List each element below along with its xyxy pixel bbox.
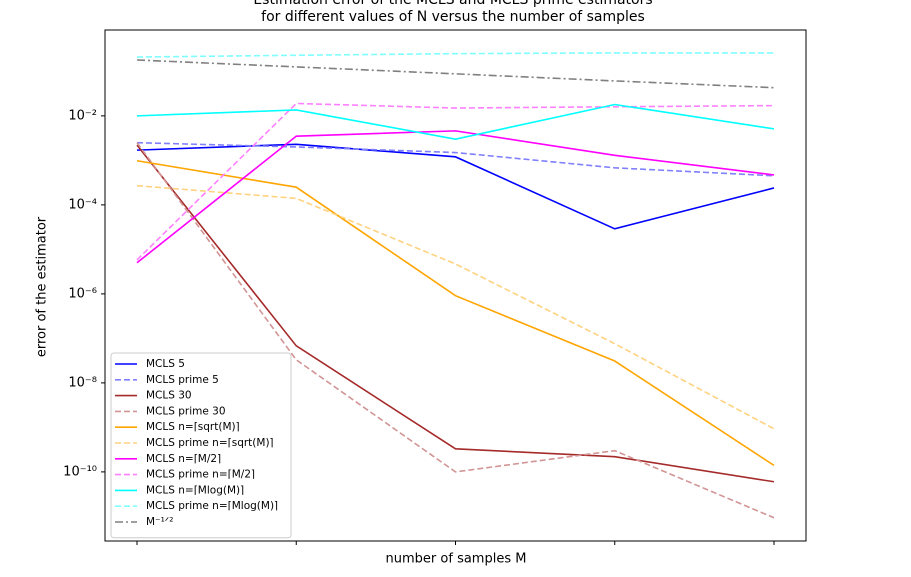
series-line	[136, 141, 775, 177]
y-tick-label: 10⁻¹⁰	[63, 464, 97, 479]
series-line	[136, 130, 775, 264]
chart-title: for different values of N versus the num…	[261, 9, 645, 25]
legend-box	[110, 352, 292, 539]
series-line	[136, 102, 775, 261]
y-tick-label: 10⁻²	[68, 108, 97, 123]
legend-label: M⁻¹ᐟ²	[146, 516, 173, 528]
legend-label: MCLS n=⌈Mlog(M)⌉	[146, 484, 244, 496]
legend-label: MCLS 30	[146, 390, 192, 402]
y-tick-label: 10⁻⁴	[68, 197, 97, 212]
series-line	[136, 142, 775, 519]
legend-label: MCLS prime n=⌈M/2⌉	[146, 469, 255, 481]
legend-label: MCLS prime n=⌈Mlog(M)⌉	[146, 500, 278, 512]
legend-label: MCLS n=⌈sqrt(M)⌉	[146, 421, 240, 433]
legend-label: MCLS n=⌈M/2⌉	[146, 453, 221, 465]
series-line	[136, 52, 774, 58]
series-line	[136, 143, 775, 230]
legend-label: MCLS prime 30	[146, 405, 226, 417]
y-tick-label: 10⁻⁸	[68, 375, 97, 390]
series-line	[136, 59, 775, 89]
legend-label: MCLS prime n=⌈sqrt(M)⌉	[146, 437, 274, 449]
series-line	[136, 184, 775, 430]
y-tick-label: 10⁻⁶	[68, 286, 97, 301]
series-line	[136, 103, 775, 140]
legend-label: MCLS prime 5	[146, 374, 219, 386]
legend-label: MCLS 5	[146, 358, 185, 370]
y-axis-label: error of the estimator	[35, 216, 50, 357]
x-axis-label: number of samples M	[386, 552, 527, 567]
series-line	[136, 144, 775, 483]
chart-title: Estimation error of the MCLS and MCLS pr…	[253, 0, 652, 8]
